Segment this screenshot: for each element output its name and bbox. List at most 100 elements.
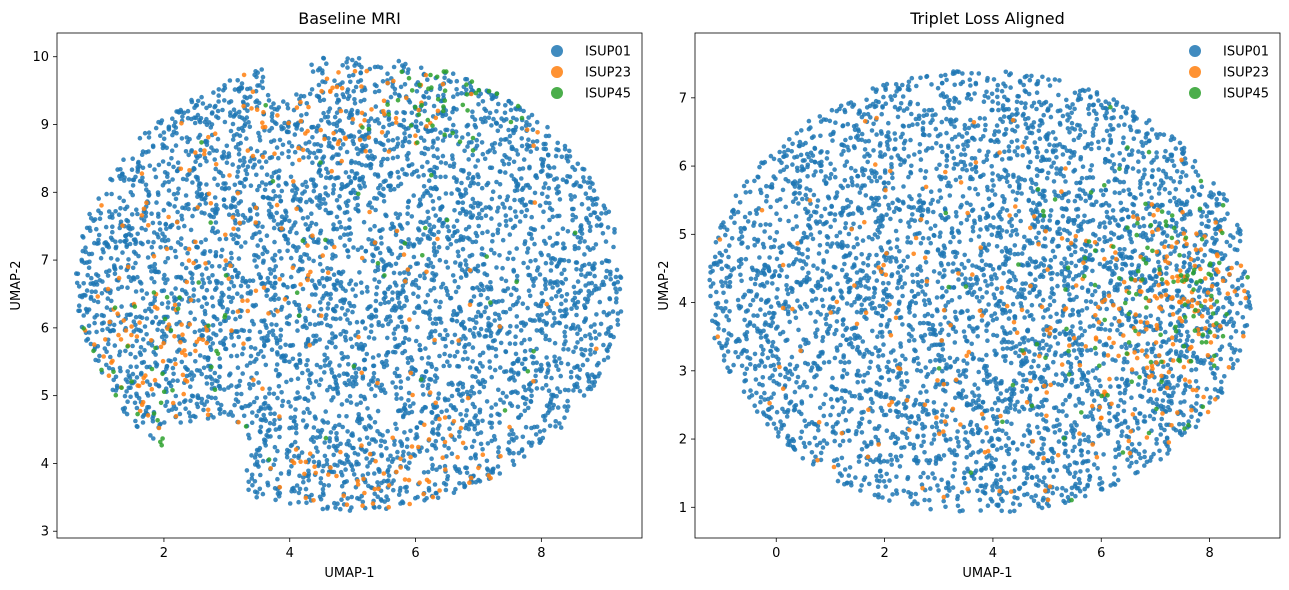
scatter-point-isup01 (379, 438, 384, 444)
scatter-point-isup23 (266, 311, 271, 316)
scatter-point-isup01 (274, 210, 280, 216)
scatter-point-isup01 (218, 402, 224, 408)
scatter-point-isup01 (173, 406, 179, 412)
scatter-point-isup01 (510, 225, 516, 231)
scatter-point-isup01 (409, 365, 415, 370)
scatter-point-isup01 (197, 353, 203, 358)
scatter-point-isup01 (359, 88, 365, 94)
scatter-point-isup01 (247, 385, 253, 391)
scatter-point-isup01 (135, 274, 140, 280)
scatter-point-isup01 (1014, 232, 1020, 237)
scatter-point-isup23 (364, 68, 370, 74)
scatter-point-isup01 (509, 436, 515, 442)
scatter-point-isup01 (392, 308, 398, 313)
scatter-point-isup01 (477, 360, 483, 366)
scatter-point-isup23 (135, 383, 140, 388)
scatter-point-isup01 (235, 240, 240, 246)
scatter-point-isup01 (551, 311, 556, 316)
scatter-point-isup23 (342, 135, 348, 141)
scatter-point-isup01 (526, 137, 531, 142)
y-tick-label: 10 (32, 50, 49, 65)
scatter-point-isup23 (134, 334, 140, 339)
scatter-point-isup01 (345, 56, 351, 61)
scatter-point-isup01 (217, 364, 223, 370)
scatter-point-isup01 (394, 392, 399, 397)
scatter-point-isup01 (248, 360, 253, 366)
scatter-point-isup01 (258, 472, 263, 478)
scatter-point-isup01 (247, 124, 253, 130)
scatter-point-isup01 (329, 367, 334, 372)
scatter-point-isup01 (524, 120, 529, 125)
scatter-point-isup01 (433, 446, 439, 451)
scatter-point-isup01 (323, 207, 329, 213)
scatter-point-isup01 (349, 344, 355, 350)
scatter-point-isup01 (276, 371, 281, 377)
scatter-point-isup01 (219, 295, 224, 300)
scatter-point-isup01 (371, 375, 376, 380)
scatter-point-isup01 (432, 373, 438, 378)
scatter-point-isup01 (156, 162, 162, 168)
scatter-point-isup01 (517, 219, 523, 224)
scatter-point-isup01 (562, 387, 568, 393)
scatter-point-isup01 (138, 345, 144, 350)
scatter-point-isup01 (438, 130, 443, 135)
scatter-point-isup01 (183, 406, 188, 412)
scatter-point-isup23 (376, 486, 381, 492)
scatter-point-isup01 (123, 377, 129, 382)
scatter-point-isup23 (200, 337, 206, 343)
scatter-point-isup01 (345, 429, 350, 434)
scatter-point-isup01 (372, 89, 378, 95)
scatter-point-isup45 (382, 273, 387, 278)
scatter-point-isup01 (321, 97, 327, 103)
scatter-point-isup01 (396, 492, 402, 498)
scatter-point-isup01 (207, 212, 212, 218)
scatter-point-isup01 (425, 234, 431, 239)
scatter-point-isup01 (492, 149, 497, 155)
scatter-point-isup01 (292, 300, 297, 305)
scatter-point-isup01 (442, 463, 448, 469)
scatter-point-isup01 (603, 210, 609, 216)
scatter-point-isup01 (416, 285, 422, 291)
scatter-point-isup01 (316, 279, 322, 284)
scatter-point-isup01 (372, 393, 378, 399)
scatter-point-isup01 (562, 415, 567, 421)
scatter-point-isup01 (354, 146, 360, 151)
scatter-point-isup23 (413, 133, 418, 138)
scatter-point-isup01 (308, 177, 314, 182)
scatter-point-isup01 (537, 203, 543, 208)
scatter-point-isup01 (110, 387, 116, 393)
scatter-point-isup01 (133, 289, 139, 294)
scatter-point-isup01 (601, 203, 607, 208)
scatter-point-isup01 (578, 184, 584, 189)
scatter-point-isup01 (133, 322, 138, 328)
scatter-point-isup01 (392, 326, 398, 332)
scatter-point-isup01 (405, 466, 411, 471)
scatter-point-isup01 (560, 281, 566, 286)
scatter-point-isup01 (176, 225, 181, 231)
scatter-point-isup23 (305, 243, 310, 248)
scatter-point-isup01 (447, 363, 452, 369)
scatter-point-isup01 (447, 296, 453, 301)
scatter-point-isup01 (84, 310, 90, 315)
scatter-point-isup23 (357, 137, 363, 143)
scatter-point-isup01 (450, 153, 455, 158)
scatter-point-isup01 (105, 242, 110, 248)
scatter-point-isup01 (611, 281, 617, 287)
scatter-point-isup01 (332, 374, 338, 380)
scatter-point-isup01 (357, 437, 363, 442)
legend-marker (551, 87, 563, 99)
scatter-point-isup45 (135, 411, 140, 417)
scatter-point-isup01 (168, 224, 173, 230)
scatter-point-isup01 (209, 295, 215, 300)
scatter-point-isup01 (187, 351, 193, 357)
scatter-point-isup01 (519, 143, 525, 149)
scatter-point-isup01 (258, 424, 264, 430)
scatter-point-isup01 (124, 217, 129, 223)
scatter-point-isup01 (326, 109, 331, 115)
scatter-point-isup01 (478, 313, 484, 319)
scatter-point-isup01 (507, 341, 513, 346)
scatter-point-isup01 (426, 178, 432, 183)
scatter-point-isup01 (222, 98, 227, 103)
scatter-point-isup01 (247, 381, 252, 387)
scatter-point-isup01 (310, 391, 315, 397)
